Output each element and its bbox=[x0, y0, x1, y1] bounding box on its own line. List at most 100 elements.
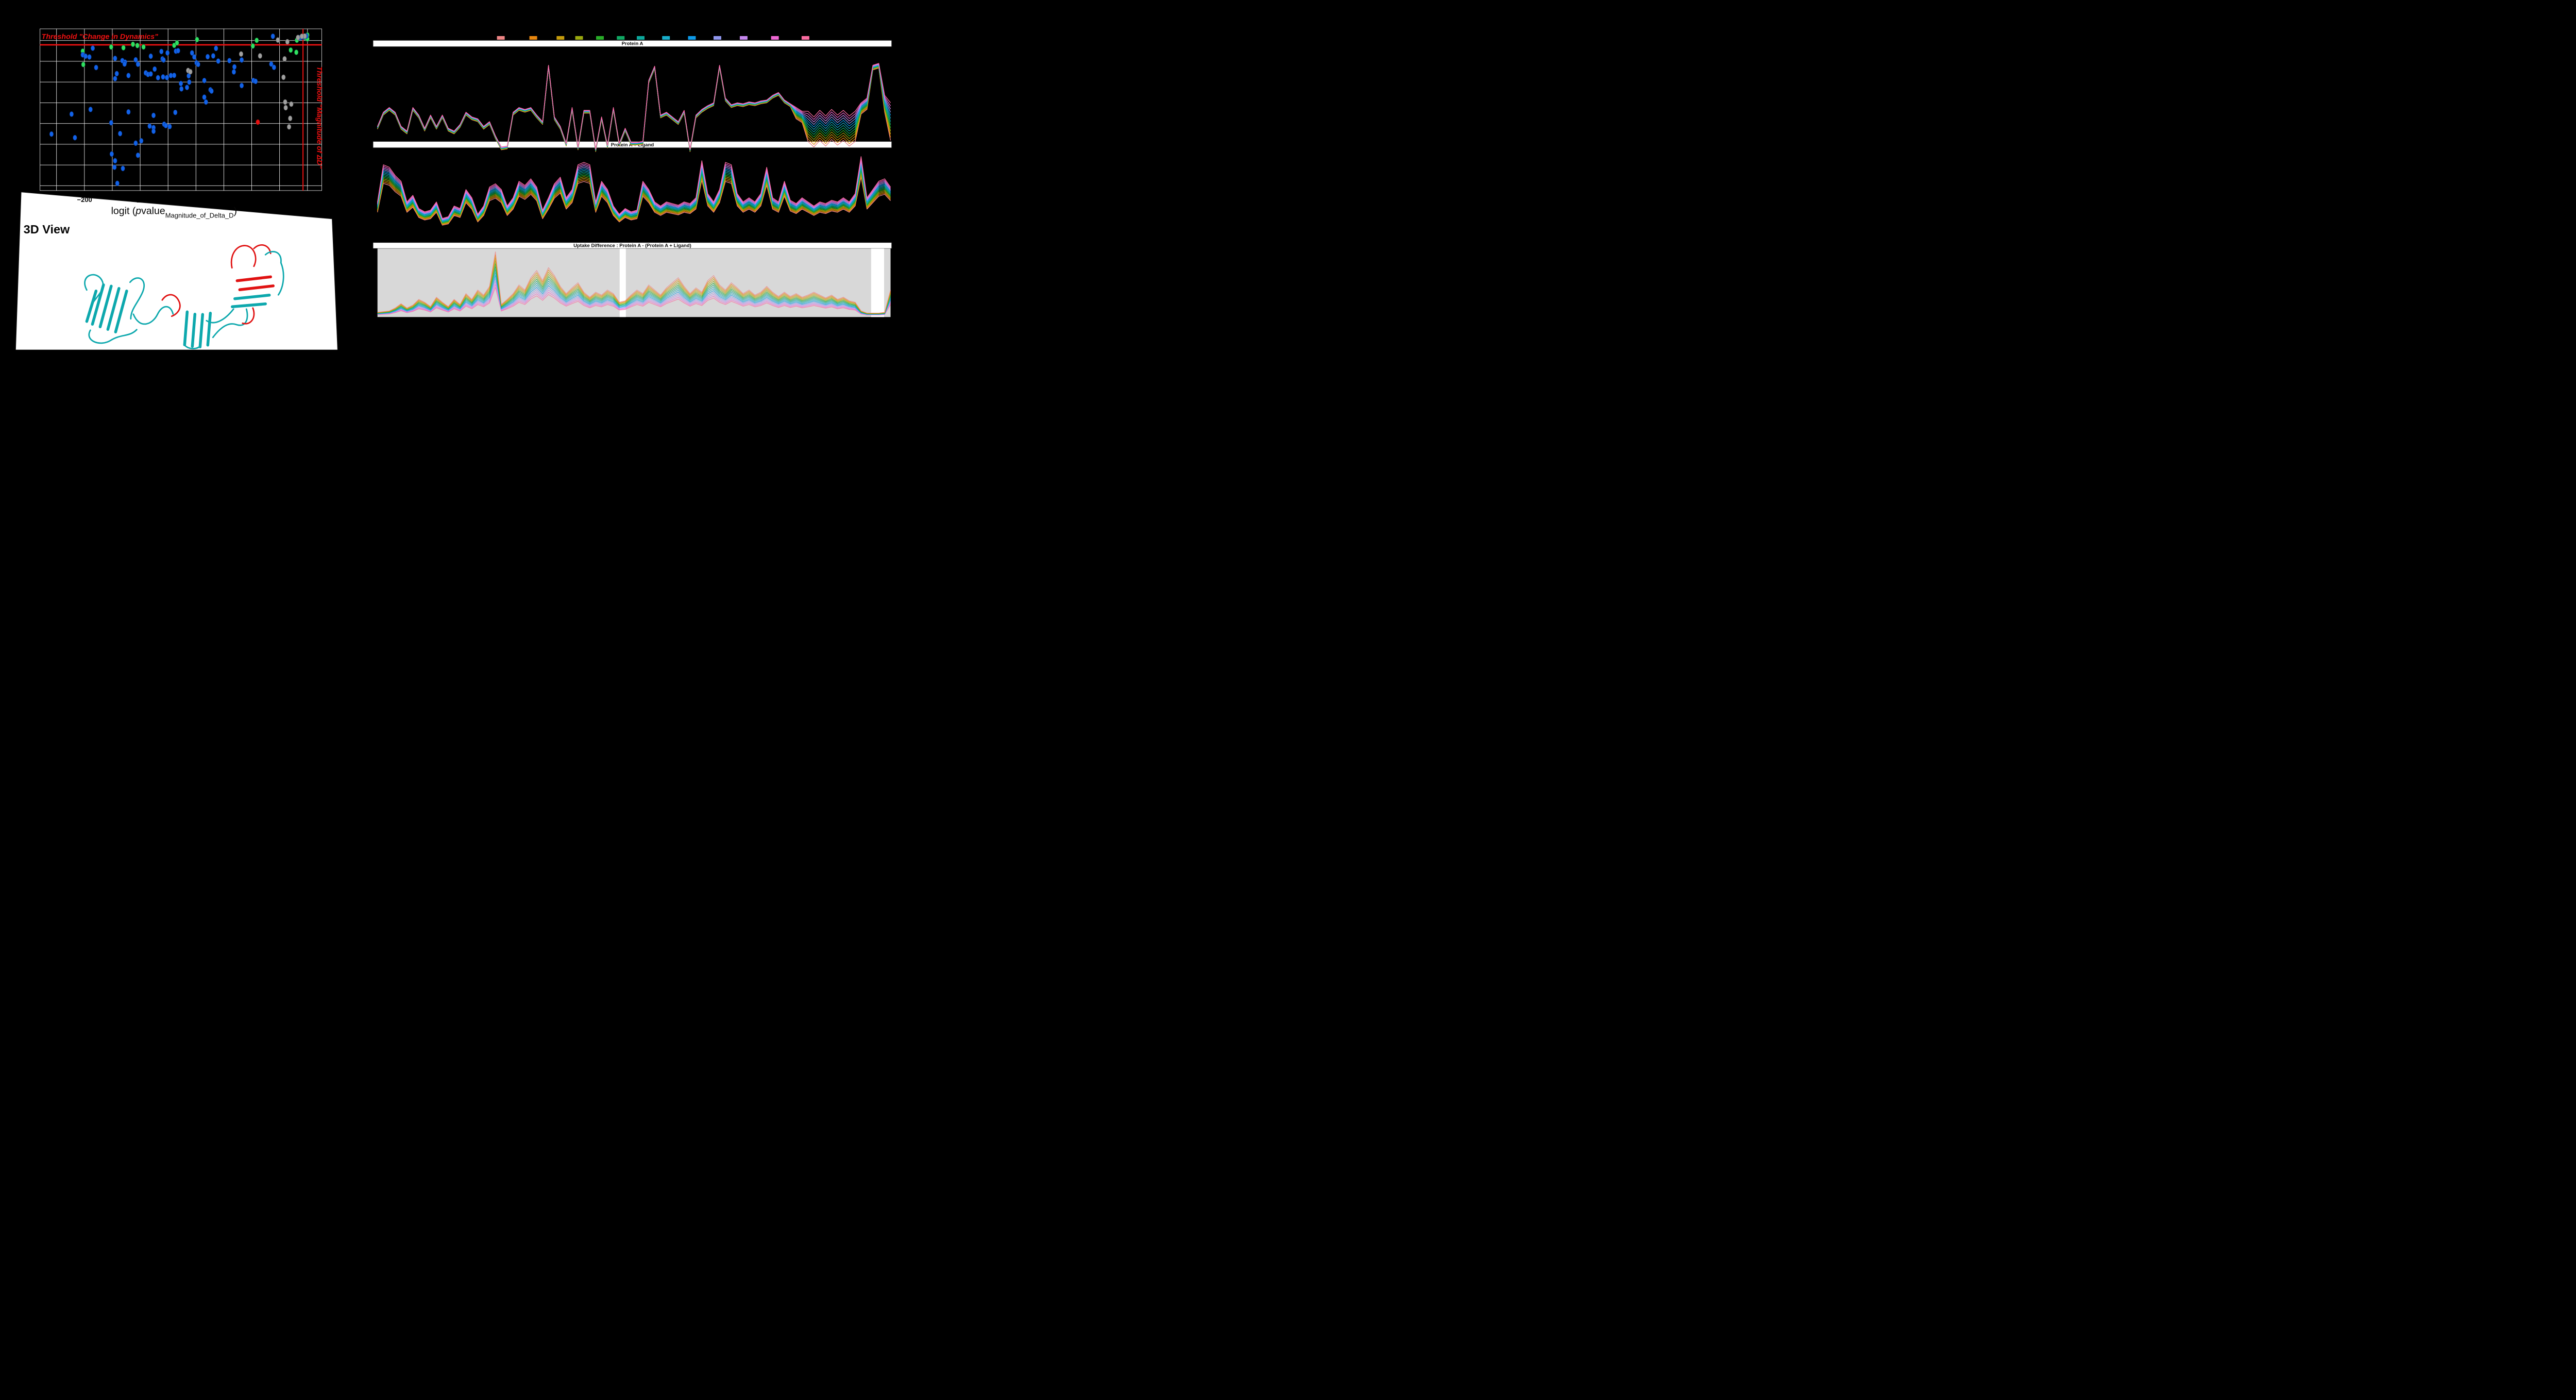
scatter-point-gray[interactable] bbox=[276, 37, 280, 43]
uptake-series-11[interactable] bbox=[377, 281, 891, 315]
scatter-point-green[interactable] bbox=[135, 43, 140, 48]
scatter-point-green[interactable] bbox=[141, 44, 146, 50]
scatter-point-blue[interactable] bbox=[165, 50, 170, 56]
scatter-point-blue[interactable] bbox=[167, 124, 172, 129]
scatter-point-gray[interactable] bbox=[258, 53, 262, 59]
scatter-point-gray[interactable] bbox=[283, 99, 287, 105]
scatter-point-blue[interactable] bbox=[231, 69, 236, 75]
uptake-series-7[interactable] bbox=[377, 65, 891, 151]
legend-swatch-8[interactable] bbox=[662, 36, 670, 40]
uptake-series-1[interactable] bbox=[377, 176, 891, 226]
scatter-point-blue[interactable] bbox=[113, 76, 117, 81]
scatter-point-green[interactable] bbox=[289, 47, 293, 53]
uptake-series-2[interactable] bbox=[377, 254, 891, 314]
uptake-series-1[interactable] bbox=[377, 251, 891, 314]
legend-swatch-9[interactable] bbox=[688, 36, 696, 40]
scatter-point-blue[interactable] bbox=[270, 33, 275, 39]
scatter-point-gray[interactable] bbox=[287, 124, 292, 130]
legend-swatch-6[interactable] bbox=[617, 36, 625, 40]
uptake-series-5[interactable] bbox=[377, 66, 891, 151]
scatter-point-blue[interactable] bbox=[94, 64, 98, 71]
scatter-point-blue[interactable] bbox=[151, 128, 156, 134]
uptake-series-9[interactable] bbox=[377, 275, 891, 315]
scatter-point-gray[interactable] bbox=[296, 35, 300, 41]
scatter-point-blue[interactable] bbox=[214, 45, 218, 52]
uptake-series-6[interactable] bbox=[377, 266, 891, 314]
scatter-point-blue[interactable] bbox=[126, 109, 131, 115]
scatter-point-blue[interactable] bbox=[196, 61, 200, 68]
uptake-series-6[interactable] bbox=[377, 65, 891, 151]
scatter-point-gray[interactable] bbox=[299, 33, 304, 39]
uptake-series-2[interactable] bbox=[377, 175, 891, 225]
uptake-series-3[interactable] bbox=[377, 66, 891, 152]
legend-swatch-3[interactable] bbox=[556, 36, 565, 40]
scatter-point-blue[interactable] bbox=[135, 153, 140, 158]
legend-swatch-2[interactable] bbox=[529, 36, 537, 40]
scatter-point-blue[interactable] bbox=[176, 48, 180, 54]
scatter-point-blue[interactable] bbox=[192, 54, 197, 60]
scatter-point-green[interactable] bbox=[250, 43, 255, 49]
scatter-point-red[interactable] bbox=[256, 119, 260, 125]
scatter-point-green[interactable] bbox=[81, 61, 86, 68]
scatter-point-blue[interactable] bbox=[164, 75, 170, 80]
scatter-point-blue[interactable] bbox=[159, 48, 164, 55]
scatter-point-blue[interactable] bbox=[88, 107, 93, 112]
scatter-point-blue[interactable] bbox=[148, 71, 153, 77]
scatter-point-blue[interactable] bbox=[211, 53, 215, 59]
scatter-point-blue[interactable] bbox=[202, 94, 207, 100]
scatter-point-blue[interactable] bbox=[133, 140, 138, 146]
uptake-series-13[interactable] bbox=[377, 63, 891, 149]
scatter-point-blue[interactable] bbox=[122, 61, 127, 67]
scatter-point-gray[interactable] bbox=[285, 39, 290, 45]
scatter-point-blue[interactable] bbox=[90, 45, 95, 51]
scatter-point-green[interactable] bbox=[195, 37, 199, 43]
scatter-point-blue[interactable] bbox=[139, 138, 144, 144]
scatter-point-gray[interactable] bbox=[188, 69, 193, 75]
scatter-point-gray[interactable] bbox=[281, 74, 286, 80]
scatter-point-blue[interactable] bbox=[216, 58, 221, 64]
legend-swatch-11[interactable] bbox=[739, 36, 748, 40]
scatter-point-blue[interactable] bbox=[172, 72, 177, 78]
uptake-series-8[interactable] bbox=[377, 65, 891, 150]
scatter-point-blue[interactable] bbox=[204, 99, 208, 105]
uptake-series-4[interactable] bbox=[377, 66, 891, 151]
scatter-point-blue[interactable] bbox=[253, 78, 258, 85]
scatter-point-blue[interactable] bbox=[269, 61, 274, 67]
scatter-point-blue[interactable] bbox=[49, 131, 54, 137]
scatter-point-blue[interactable] bbox=[109, 120, 113, 126]
protein-a-ligand-chart[interactable] bbox=[377, 156, 891, 226]
scatter-point-blue[interactable] bbox=[202, 78, 207, 83]
scatter-point-blue[interactable] bbox=[113, 158, 117, 164]
scatter-point-blue[interactable] bbox=[205, 54, 210, 60]
scatter-point-blue[interactable] bbox=[232, 64, 237, 70]
scatter-point-green[interactable] bbox=[255, 38, 259, 43]
scatter-point-blue[interactable] bbox=[152, 66, 157, 72]
scatter-point-blue[interactable] bbox=[114, 71, 119, 77]
scatter-point-green[interactable] bbox=[109, 44, 113, 50]
scatter-point-gray[interactable] bbox=[289, 101, 294, 107]
legend-swatch-5[interactable] bbox=[596, 36, 604, 40]
scatter-point-blue[interactable] bbox=[163, 123, 168, 129]
scatter-point-green[interactable] bbox=[175, 40, 179, 46]
uptake-series-13[interactable] bbox=[377, 287, 891, 315]
uptake-series-8[interactable] bbox=[377, 272, 891, 315]
scatter-point-blue[interactable] bbox=[133, 57, 138, 63]
legend-swatch-10[interactable] bbox=[713, 36, 721, 40]
scatter-point-blue[interactable] bbox=[156, 75, 160, 81]
scatter-point-blue[interactable] bbox=[161, 57, 166, 63]
scatter-point-blue[interactable] bbox=[227, 58, 232, 63]
uptake-series-5[interactable] bbox=[377, 263, 891, 314]
legend-swatch-12[interactable] bbox=[771, 36, 779, 40]
scatter-point-blue[interactable] bbox=[179, 86, 184, 92]
scatter-point-blue[interactable] bbox=[121, 165, 125, 172]
scatter-point-blue[interactable] bbox=[209, 88, 214, 94]
uptake-series-3[interactable] bbox=[377, 257, 891, 314]
legend-swatch-7[interactable] bbox=[636, 36, 645, 40]
scatter-point-blue[interactable] bbox=[151, 112, 156, 119]
scatter-point-green[interactable] bbox=[294, 49, 299, 55]
scatter-point-blue[interactable] bbox=[272, 64, 276, 71]
protein-ribbon[interactable] bbox=[84, 244, 284, 349]
uptake-difference-chart[interactable] bbox=[377, 251, 891, 315]
uptake-series-12[interactable] bbox=[377, 284, 891, 315]
uptake-series-13[interactable] bbox=[377, 156, 891, 219]
